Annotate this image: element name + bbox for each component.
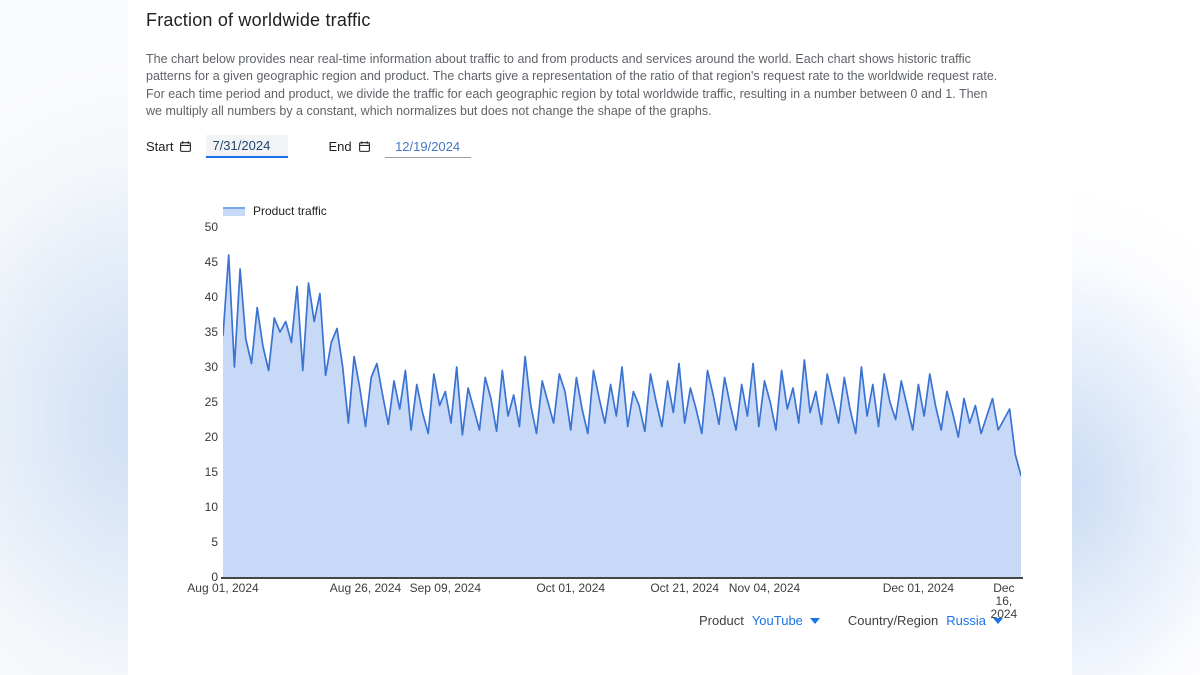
traffic-area-fill bbox=[223, 255, 1021, 578]
x-tick-label: Oct 21, 2024 bbox=[650, 581, 720, 596]
country-region-label: Country/Region bbox=[847, 613, 939, 629]
y-tick-label: 15 bbox=[204, 465, 218, 480]
start-date-label: Start bbox=[146, 139, 174, 155]
product-label: Product bbox=[699, 613, 744, 629]
y-tick-label: 30 bbox=[204, 360, 218, 375]
traffic-chart-plot[interactable]: 0 5 10 15 20 25 30 35 40 45 50 Aug 01, 2024 Aug 26,… bbox=[187, 220, 1023, 621]
calendar-icon[interactable] bbox=[358, 140, 371, 153]
country-region-dropdown[interactable]: Russia bbox=[946, 613, 986, 629]
y-tick-label: 25 bbox=[204, 395, 218, 410]
y-tick-label: 50 bbox=[204, 220, 218, 235]
arrow-drop-down-icon[interactable] bbox=[809, 617, 820, 624]
page-description: The chart below provides near real-time … bbox=[146, 52, 998, 118]
x-tick-label: Sep 09, 2024 bbox=[409, 581, 481, 596]
traffic-line bbox=[223, 254, 1021, 477]
product-dropdown[interactable]: YouTube bbox=[751, 613, 803, 629]
calendar-icon[interactable] bbox=[179, 140, 192, 153]
end-date-input[interactable] bbox=[384, 135, 471, 159]
start-date-input[interactable] bbox=[206, 135, 289, 159]
legend-swatch-product-traffic bbox=[223, 206, 245, 216]
y-tick-label: 20 bbox=[204, 430, 218, 445]
chart-legend: Product traffic bbox=[223, 204, 1072, 218]
x-tick-label: Aug 26, 2024 bbox=[329, 581, 402, 596]
y-tick-label: 40 bbox=[204, 290, 218, 305]
x-tick-label: Dec 16, 2024 bbox=[990, 581, 1018, 622]
y-tick-label: 45 bbox=[204, 255, 218, 270]
date-range-controls: Start End bbox=[146, 135, 1072, 159]
x-tick-label: Dec 01, 2024 bbox=[882, 581, 955, 596]
background-gradient-right bbox=[1072, 0, 1200, 675]
x-tick-label: Oct 01, 2024 bbox=[536, 581, 606, 596]
x-axis-line bbox=[221, 577, 1023, 580]
x-tick-label: Nov 04, 2024 bbox=[728, 581, 801, 596]
page-title: Fraction of worldwide traffic bbox=[146, 10, 371, 30]
traffic-chart-svg bbox=[223, 254, 1021, 578]
background-gradient-left bbox=[0, 0, 128, 675]
y-tick-label: 0 bbox=[211, 570, 218, 585]
end-date-label: End bbox=[328, 139, 352, 155]
y-tick-label: 5 bbox=[211, 535, 218, 550]
y-tick-label: 35 bbox=[204, 325, 218, 340]
x-tick-label: Aug 01, 2024 bbox=[187, 581, 259, 596]
chart-filter-controls: Product YouTube Country/Region Russia bbox=[146, 613, 1072, 628]
legend-label: Product traffic bbox=[253, 204, 327, 219]
y-tick-label: 10 bbox=[204, 500, 218, 515]
arrow-drop-down-icon[interactable] bbox=[993, 617, 1003, 624]
transparency-report-page: Fraction of worldwide traffic The chart … bbox=[128, 0, 1072, 675]
